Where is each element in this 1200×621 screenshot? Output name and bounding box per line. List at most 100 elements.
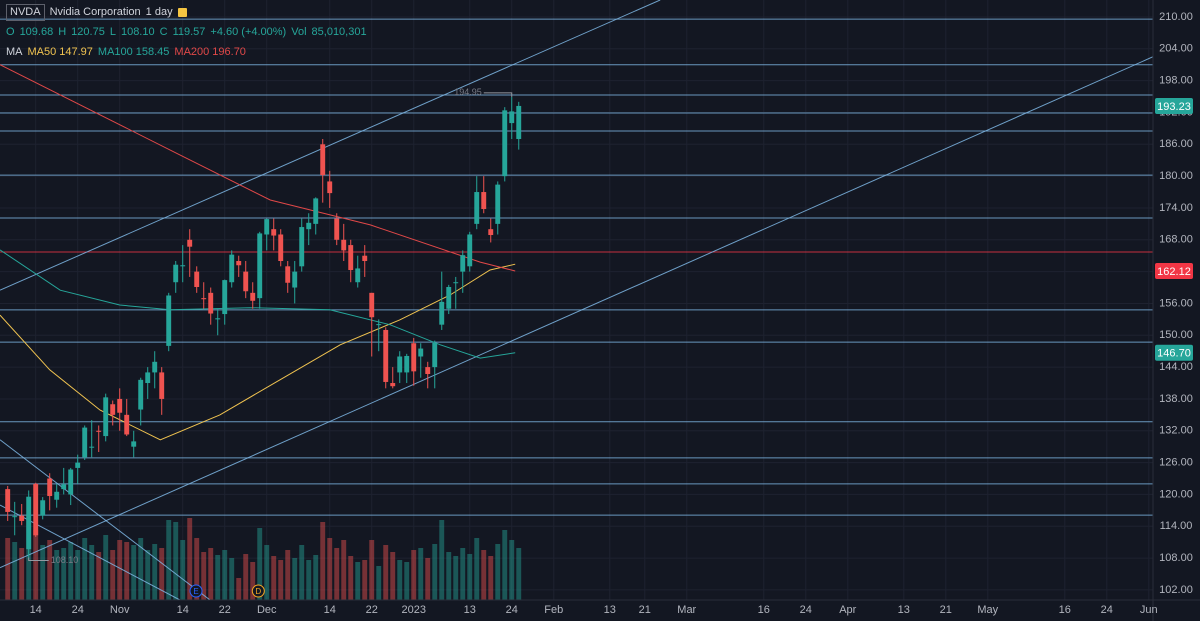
y-tick-label: 108.00 — [1159, 552, 1193, 564]
volume-bar — [355, 562, 361, 600]
candle-body — [131, 441, 137, 447]
price-chip-label: 193.23 — [1157, 101, 1191, 113]
candle-body — [33, 483, 39, 536]
x-tick-label: Mar — [677, 604, 696, 616]
volume-bar — [180, 540, 186, 600]
symbol-row: NVDA Nvidia Corporation 1 day — [6, 4, 367, 21]
candle-body — [467, 234, 473, 267]
ma-row: MA MA50 147.97 MA100 158.45 MA200 196.70 — [6, 45, 367, 60]
annotation-pointer — [483, 92, 513, 97]
ohlc-row: O 109.68 H 120.75 L 108.10 C 119.57 +4.6… — [6, 25, 367, 40]
y-tick-label: 126.00 — [1159, 457, 1193, 469]
x-tick-label: May — [977, 604, 998, 616]
candle-body — [481, 192, 487, 210]
volume-bar — [362, 560, 368, 600]
volume-bar — [250, 562, 256, 600]
x-tick-label: 24 — [800, 604, 812, 616]
high-value: 120.75 — [71, 26, 105, 38]
candle-body — [348, 245, 354, 271]
candle-body — [425, 367, 431, 375]
candle-body — [243, 271, 249, 292]
candle-body — [299, 227, 305, 267]
volume-bar — [271, 556, 277, 600]
candle-body — [68, 469, 74, 495]
candle-body — [236, 261, 242, 266]
volume-bar — [299, 545, 305, 600]
volume-bar — [369, 540, 375, 600]
volume-bar — [117, 540, 123, 600]
candle-body — [40, 500, 46, 516]
ma-label: MA — [6, 46, 23, 58]
y-tick-label: 150.00 — [1159, 329, 1193, 341]
volume-bar — [446, 552, 452, 600]
y-tick-label: 174.00 — [1159, 202, 1193, 214]
ma-name: MA100 — [97, 46, 133, 58]
volume-bar — [152, 544, 158, 600]
volume-bar — [313, 555, 319, 600]
candle-body — [306, 222, 312, 230]
volume-pane — [5, 514, 522, 600]
flag-icon[interactable] — [177, 8, 187, 17]
volume-bar — [292, 558, 298, 600]
candle-body — [397, 356, 403, 373]
volume-bar — [173, 522, 179, 600]
trend-line — [0, 0, 661, 291]
x-tick-label: 24 — [72, 604, 84, 616]
volume-bar — [19, 548, 25, 600]
candle-body — [460, 255, 466, 272]
x-tick-label: 13 — [604, 604, 616, 616]
trend-line — [0, 56, 1153, 569]
volume-bar — [215, 555, 221, 600]
candle-body — [187, 239, 193, 247]
volume-bar — [222, 550, 228, 600]
candle-body — [89, 446, 95, 448]
y-tick-label: 186.00 — [1159, 138, 1193, 150]
x-tick-label: 24 — [1101, 604, 1113, 616]
trend-line — [0, 439, 211, 600]
x-tick-label: 22 — [219, 604, 231, 616]
grid — [0, 0, 1153, 600]
candle-body — [82, 427, 88, 458]
event-label: E — [193, 587, 198, 596]
volume-bar — [47, 540, 53, 600]
volume-bar — [187, 518, 193, 600]
drawings — [0, 0, 1153, 600]
candle-body — [194, 271, 200, 288]
candle-body — [334, 218, 340, 240]
volume-bar — [236, 578, 242, 600]
x-tick-label: 22 — [366, 604, 378, 616]
volume-bar — [208, 548, 214, 600]
volume-bar — [40, 545, 46, 600]
candle-body — [285, 266, 291, 283]
candle-body — [355, 268, 361, 283]
symbol[interactable]: NVDA — [6, 4, 45, 21]
volume-bar — [54, 550, 60, 600]
candle-body — [12, 516, 18, 518]
interval[interactable]: 1 day — [145, 6, 173, 18]
y-tick-label: 144.00 — [1159, 361, 1193, 373]
candle-body — [159, 372, 165, 399]
volume-bar — [390, 552, 396, 600]
candle-body — [54, 491, 60, 500]
candle-body — [180, 265, 186, 267]
candles: 194.95 108.10 — [5, 87, 522, 565]
event-marker — [251, 584, 265, 598]
high-label: H — [58, 26, 67, 38]
open-label: O — [6, 26, 15, 38]
candle-body — [26, 496, 32, 550]
moving-average — [0, 249, 516, 359]
candle-body — [474, 192, 480, 224]
volume-bar — [397, 560, 403, 600]
volume-bar — [495, 544, 501, 600]
candle-body — [47, 478, 53, 497]
candle-body — [229, 254, 235, 283]
candle-body — [509, 111, 515, 124]
candle-body — [215, 318, 221, 320]
y-tick-label: 180.00 — [1159, 170, 1193, 182]
close-value: 119.57 — [172, 26, 206, 38]
candle-body — [341, 239, 347, 251]
volume-bar — [82, 538, 88, 600]
candle-body — [411, 343, 417, 372]
candle-body — [320, 144, 326, 176]
x-tick-label: 14 — [30, 604, 42, 616]
